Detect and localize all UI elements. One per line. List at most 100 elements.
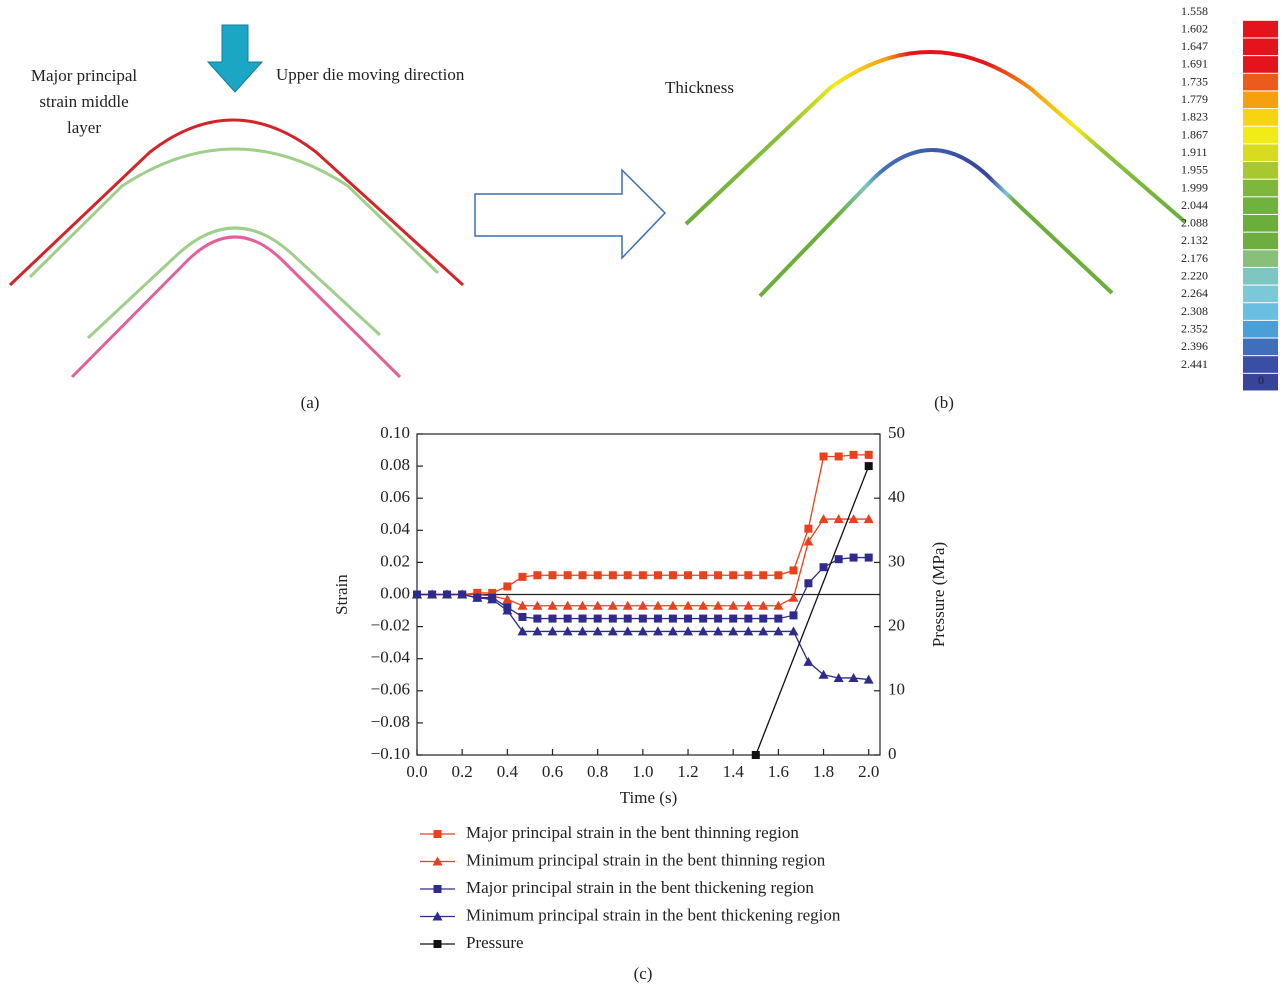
point: [593, 571, 602, 580]
point: [592, 600, 603, 610]
point: [788, 592, 799, 602]
point: [803, 656, 814, 666]
point: [502, 594, 513, 604]
point: [637, 600, 648, 610]
colorbar-swatch: [1243, 109, 1278, 126]
point: [713, 600, 724, 610]
point: [804, 579, 813, 588]
colorbar-swatch: [1243, 56, 1278, 73]
colorbar-label: 2.308: [1181, 304, 1208, 318]
point: [532, 626, 543, 636]
point: [533, 571, 542, 580]
green-curve: [28, 147, 440, 279]
point: [683, 600, 694, 610]
point: [729, 571, 738, 580]
legend-label: Pressure: [466, 933, 524, 952]
point: [548, 614, 557, 623]
point: [788, 626, 799, 636]
point: [547, 600, 558, 610]
x-tick-label: 1.0: [632, 762, 653, 781]
colorbar-swatch: [1243, 320, 1278, 338]
point: [577, 600, 588, 610]
point: [608, 571, 617, 580]
legend-label: Minimum principal strain in the bent thi…: [466, 850, 826, 869]
y-axis-label: Strain: [332, 574, 351, 615]
point: [593, 614, 602, 623]
colorbar-label: 1.911: [1181, 145, 1208, 159]
point: [623, 614, 632, 623]
colorbar-swatch: [1243, 267, 1278, 285]
point: [743, 626, 754, 636]
point: [744, 614, 753, 623]
point: [652, 600, 663, 610]
point: [758, 626, 769, 636]
x-tick-label: 0.4: [497, 762, 519, 781]
point: [699, 571, 708, 580]
point: [818, 669, 829, 679]
point: [818, 514, 829, 524]
point: [427, 589, 438, 599]
point: [773, 626, 784, 636]
point: [412, 589, 422, 599]
legend-marker: [432, 856, 443, 866]
y-tick-label: −0.04: [371, 648, 411, 667]
inner-curve: [758, 148, 1114, 298]
y2-tick-label: 30: [888, 551, 905, 570]
die-label: Upper die moving direction: [276, 65, 465, 84]
y2-tick-label: 40: [888, 487, 905, 506]
point: [698, 626, 709, 636]
point: [728, 626, 739, 636]
point: [592, 626, 603, 636]
x-axis-label: Time (s): [620, 788, 677, 807]
point: [667, 626, 678, 636]
x-tick-label: 1.8: [813, 762, 834, 781]
y-tick-label: 0.02: [380, 551, 410, 570]
red-curve: [8, 118, 465, 287]
legend-marker: [432, 911, 443, 921]
colorbar-swatch: [1243, 38, 1278, 56]
panel-a: Major principal strain middle layer Uppe…: [8, 24, 465, 412]
pink-curve: [70, 235, 402, 379]
colorbar-swatch: [1243, 214, 1278, 232]
colorbar-swatch: [1243, 91, 1278, 109]
point: [743, 600, 754, 610]
panel-b: Thickness (b): [665, 50, 1187, 412]
point: [684, 614, 693, 623]
legend-marker: [433, 830, 442, 838]
point: [533, 614, 542, 623]
point: [442, 589, 453, 599]
point: [668, 571, 677, 580]
colorbar-swatch: [1243, 232, 1278, 250]
thickness-label: Thickness: [665, 78, 734, 97]
colorbar-label: 1.602: [1181, 21, 1208, 35]
point: [789, 611, 798, 620]
point: [622, 600, 633, 610]
x-tick-label: 0.6: [542, 762, 563, 781]
point: [864, 450, 873, 459]
legend-label: Minimum principal strain in the bent thi…: [466, 905, 841, 924]
colorbar-label: 2.264: [1181, 286, 1208, 300]
point: [637, 626, 648, 636]
colorbar-swatch: [1243, 303, 1278, 320]
x-tick-label: 1.4: [723, 762, 745, 781]
point: [652, 626, 663, 636]
point: [758, 600, 769, 610]
y-tick-label: 0.06: [380, 487, 410, 506]
point: [457, 589, 468, 599]
point: [502, 605, 513, 615]
point: [714, 571, 723, 580]
point: [503, 582, 512, 591]
point: [653, 614, 662, 623]
colorbar-label: 1.779: [1181, 92, 1208, 106]
colorbar-label: 2.044: [1181, 198, 1208, 212]
point: [834, 555, 843, 564]
point: [562, 626, 573, 636]
colorbar-swatch: [1243, 73, 1278, 91]
colorbar-label: 2.132: [1181, 233, 1208, 247]
colorbar-label: 1.823: [1181, 110, 1208, 124]
point: [819, 452, 828, 461]
point: [849, 450, 858, 459]
legend-label: Major principal strain in the bent thinn…: [466, 823, 799, 842]
colorbar-swatch: [1243, 338, 1278, 356]
